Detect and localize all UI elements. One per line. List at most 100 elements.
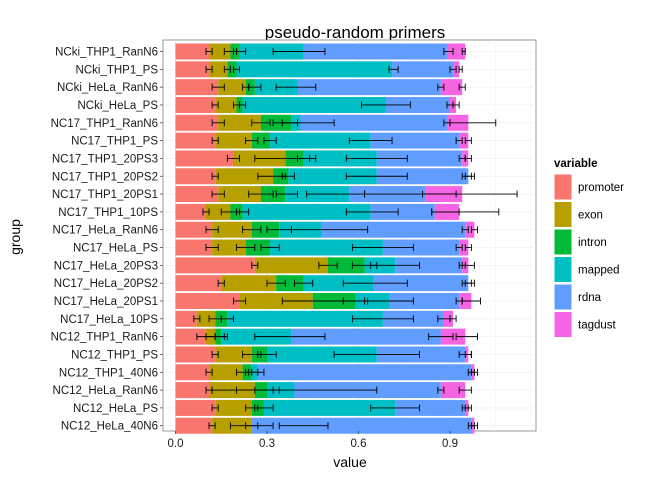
error-bar [272, 119, 335, 127]
error-bar [431, 208, 500, 216]
bar-segment-mapped [267, 346, 377, 363]
error-bar [226, 154, 241, 162]
error-bar [455, 244, 463, 252]
error-bar [437, 386, 445, 394]
bar-segment-rdna [385, 96, 450, 113]
legend-swatch [553, 228, 573, 256]
bar-segment-intron [328, 257, 365, 274]
error-bar [461, 226, 469, 234]
bar-segment-exon [209, 61, 228, 78]
bar-segment-exon [239, 292, 313, 309]
legend-item-rdna: rdna [553, 283, 602, 311]
error-bar [333, 350, 420, 358]
error-bar [281, 172, 295, 180]
error-bar [422, 190, 518, 198]
y-tick-label: NC12_HeLa_RanN6 [53, 385, 158, 397]
error-bar [370, 261, 420, 269]
error-bar [464, 154, 472, 162]
error-bar [461, 279, 475, 287]
bar-segment-intron [245, 239, 271, 256]
legend-swatch [553, 311, 573, 338]
bar-segment-exon [218, 79, 246, 96]
bar-segment-promoter [175, 132, 216, 149]
error-bar [248, 83, 262, 91]
legend-item-tagdust: tagdust [553, 311, 617, 338]
bar-segment-exon [215, 399, 252, 416]
y-tick-label: NC17_HeLa_10PS [60, 314, 158, 326]
error-bar [294, 279, 314, 287]
y-tick-label: NCki_THP1_RanN6 [55, 47, 158, 59]
error-bar [455, 137, 463, 145]
error-bar [364, 297, 414, 305]
error-bar [351, 244, 414, 252]
bar-segment-promoter [175, 79, 219, 96]
error-bar [211, 119, 225, 127]
error-bar [257, 350, 277, 358]
bar-segment-tagdust [465, 221, 475, 238]
bar-segment-rdna [382, 239, 460, 256]
y-tick-label: NCki_THP1_PS [76, 64, 159, 76]
bar-segment-promoter [175, 239, 213, 256]
y-tick-label: NC17_THP1_PS [71, 136, 158, 148]
bar-segment-exon [206, 203, 231, 220]
bar-segment-exon [212, 239, 246, 256]
error-bar [251, 261, 259, 269]
error-bar [461, 48, 466, 56]
error-bar [220, 315, 234, 323]
bar-segment-promoter [175, 382, 210, 399]
error-bar [318, 261, 338, 269]
error-bar [428, 333, 454, 341]
bar-segment-promoter [175, 221, 213, 238]
bar-segment-rdna [370, 203, 435, 220]
bar-segment-tagdust [459, 239, 469, 256]
error-bar [455, 333, 478, 341]
error-bar [248, 190, 274, 198]
error-bar [470, 422, 478, 430]
y-tick-label: NC17_THP1_10PS [58, 207, 158, 219]
error-bar [208, 422, 216, 430]
error-bar [464, 172, 475, 180]
bar-segment-promoter [175, 292, 240, 309]
bar-segment-rdna [389, 292, 460, 309]
error-bar [464, 137, 472, 145]
legend-swatch [553, 201, 573, 228]
legend-swatch [553, 173, 573, 201]
bar-segment-exon [215, 346, 252, 363]
error-bar [275, 190, 298, 198]
y-tick-label: NCki_HeLa_PS [77, 100, 158, 112]
bar-segment-rdna [392, 61, 454, 78]
error-bar [205, 226, 219, 234]
bar-segment-rdna [303, 43, 447, 60]
error-bar [232, 48, 247, 56]
bar-segment-mapped [303, 275, 374, 292]
error-bar [245, 137, 259, 145]
bar-segment-tagdust [446, 43, 466, 60]
bar-segment-rdna [300, 114, 447, 131]
bar-segment-promoter [175, 310, 197, 327]
y-tick-label: NC17_HeLa_20PS1 [54, 296, 158, 308]
error-bar [443, 48, 454, 56]
bar-segment-rdna [370, 132, 460, 149]
error-bar [205, 244, 219, 252]
x-tick-label: 0.3 [259, 438, 275, 450]
error-bar [437, 83, 445, 91]
y-tick-label: NC12_THP1_PS [71, 349, 158, 361]
error-bar [388, 65, 399, 73]
error-bar [211, 190, 225, 198]
legend-item-promoter: promoter [553, 173, 624, 201]
error-bar [370, 404, 420, 412]
error-bar [214, 333, 228, 341]
error-bar [254, 404, 274, 412]
legend-item-mapped: mapped [553, 256, 620, 283]
bar-segment-mapped [303, 150, 377, 167]
bar-segment-mapped [288, 168, 377, 185]
bar-segment-rdna [373, 275, 469, 292]
y-tick-label: NC17_HeLa_20PS2 [54, 278, 158, 290]
error-bar [348, 137, 393, 145]
error-bar [290, 226, 369, 234]
y-tick-label: NC12_THP1_40N6 [59, 367, 158, 379]
bar-segment-intron [251, 221, 280, 238]
bar-segment-mapped [263, 399, 396, 416]
legend-label: rdna [578, 292, 602, 304]
